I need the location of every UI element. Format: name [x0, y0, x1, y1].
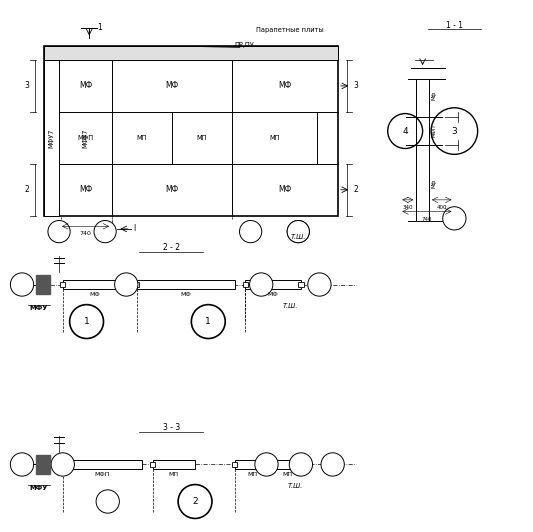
Polygon shape — [36, 275, 50, 294]
Text: ПР,ПУ: ПР,ПУ — [235, 43, 254, 48]
Bar — [60, 462, 66, 467]
Bar — [232, 462, 237, 467]
Circle shape — [10, 453, 34, 476]
Circle shape — [287, 220, 309, 243]
Circle shape — [10, 273, 34, 296]
Text: Т.Ш.: Т.Ш. — [282, 303, 298, 309]
Circle shape — [191, 305, 225, 338]
Text: МФУ: МФУ — [30, 485, 48, 491]
Text: МФ: МФ — [89, 292, 100, 297]
Circle shape — [96, 490, 119, 513]
Text: МФ: МФ — [79, 81, 92, 90]
Text: Парапетные плиты: Парапетные плиты — [256, 28, 324, 34]
Bar — [44, 46, 338, 60]
Text: МФ: МФ — [165, 185, 179, 194]
Text: Мф: Мф — [432, 90, 437, 100]
Text: МФ: МФ — [180, 292, 191, 297]
Circle shape — [249, 273, 273, 296]
Text: МФП: МФП — [95, 472, 110, 477]
Text: МФ: МФ — [79, 185, 92, 194]
Circle shape — [287, 220, 309, 243]
Text: Т.Ш.: Т.Ш. — [290, 234, 306, 240]
Bar — [134, 282, 140, 287]
Text: МП: МП — [169, 472, 179, 477]
Bar — [63, 280, 126, 289]
Text: МФП: МФП — [77, 135, 94, 141]
Bar — [245, 280, 301, 289]
Circle shape — [197, 310, 220, 333]
Text: I: I — [133, 225, 135, 234]
Bar — [243, 282, 248, 287]
Circle shape — [70, 305, 103, 338]
Bar — [274, 460, 301, 469]
Text: 1: 1 — [84, 317, 90, 326]
Text: МФУ7: МФУ7 — [49, 128, 55, 147]
Text: МФ: МФ — [268, 292, 278, 297]
Text: 2 - 2: 2 - 2 — [163, 243, 180, 252]
Circle shape — [94, 220, 116, 243]
Circle shape — [115, 273, 138, 296]
Text: 1: 1 — [205, 317, 211, 326]
Text: 1: 1 — [98, 23, 102, 32]
Circle shape — [48, 220, 70, 243]
Circle shape — [443, 207, 466, 230]
Text: Мф: Мф — [432, 178, 437, 188]
Polygon shape — [36, 455, 50, 474]
Text: 740: 740 — [79, 231, 92, 236]
Text: МФ: МФ — [165, 81, 179, 90]
Text: МФУ: МФУ — [30, 305, 48, 311]
Text: МП: МП — [137, 135, 147, 141]
Text: 2: 2 — [192, 497, 198, 506]
Text: МФП: МФП — [432, 124, 437, 137]
Text: МП: МП — [282, 472, 293, 477]
Circle shape — [308, 273, 331, 296]
Text: МП: МП — [269, 135, 280, 141]
Text: Т.Ш.: Т.Ш. — [288, 483, 303, 488]
Text: 400: 400 — [437, 205, 447, 210]
Bar — [298, 282, 304, 287]
Text: 3: 3 — [451, 127, 457, 136]
Bar — [153, 460, 195, 469]
Bar — [60, 282, 66, 287]
Circle shape — [51, 453, 75, 476]
Text: 2: 2 — [25, 185, 29, 194]
Text: 3 - 3: 3 - 3 — [163, 423, 180, 432]
Text: 3: 3 — [25, 81, 29, 90]
Bar — [44, 60, 59, 215]
Bar — [235, 460, 269, 469]
Circle shape — [255, 453, 278, 476]
Text: МФ: МФ — [278, 185, 292, 194]
Text: 4: 4 — [402, 127, 408, 136]
Text: МФ: МФ — [278, 81, 292, 90]
Circle shape — [239, 220, 262, 243]
Bar — [44, 46, 338, 215]
Text: МП: МП — [247, 472, 257, 477]
Circle shape — [289, 453, 312, 476]
Text: 740: 740 — [422, 217, 432, 222]
Circle shape — [183, 490, 207, 513]
Circle shape — [387, 114, 423, 148]
Circle shape — [75, 310, 98, 333]
Text: 340: 340 — [402, 205, 413, 210]
Bar — [298, 462, 304, 467]
Bar — [137, 280, 235, 289]
Text: 1 - 1: 1 - 1 — [446, 21, 463, 30]
Text: 3: 3 — [353, 81, 358, 90]
Circle shape — [431, 108, 478, 154]
Circle shape — [178, 485, 212, 519]
Bar — [63, 460, 142, 469]
Circle shape — [321, 453, 344, 476]
Bar — [150, 462, 155, 467]
Text: МФУ7: МФУ7 — [83, 128, 88, 147]
Text: МП: МП — [197, 135, 207, 141]
Text: 2: 2 — [353, 185, 358, 194]
